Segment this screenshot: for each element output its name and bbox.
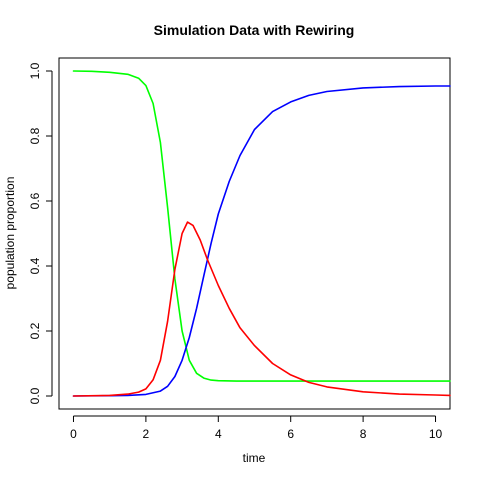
y-axis-label: population proportion (3, 177, 17, 290)
x-tick-label: 4 (215, 427, 222, 441)
x-tick-label: 0 (70, 427, 77, 441)
x-tick-label: 10 (429, 427, 443, 441)
y-tick-label: 1.0 (28, 62, 42, 79)
y-tick-label: 0.6 (28, 192, 42, 209)
series-line-3 (72, 221, 451, 397)
y-tick-label: 0.0 (28, 387, 42, 404)
series-line-2 (72, 85, 451, 397)
plot-frame (58, 57, 451, 410)
y-tick-label: 0.8 (28, 127, 42, 144)
x-tick-label: 2 (143, 427, 150, 441)
chart-title: Simulation Data with Rewiring (154, 22, 355, 38)
y-tick-label: 0.2 (28, 322, 42, 339)
x-tick-label: 8 (360, 427, 367, 441)
x-tick-label: 6 (287, 427, 294, 441)
series-line-1 (72, 70, 451, 382)
y-tick-label: 0.4 (28, 257, 42, 274)
plot-area: 0 2 4 6 8 10 0.0 0.2 0.4 0.6 0.8 1.0 (28, 57, 451, 441)
x-axis-label: time (243, 451, 266, 465)
